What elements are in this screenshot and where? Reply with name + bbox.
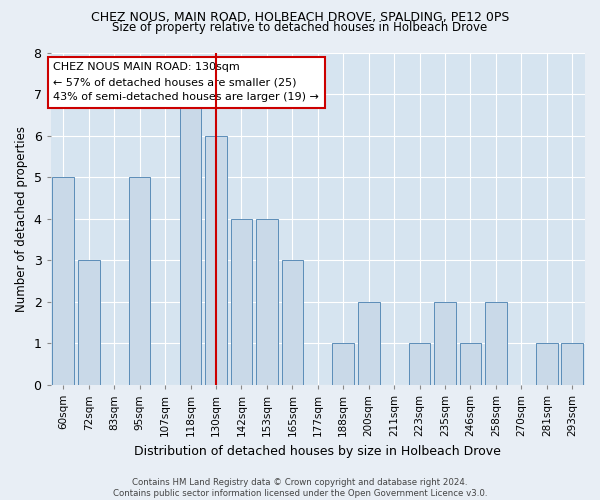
Bar (52, 177, 74, 385)
X-axis label: Distribution of detached houses by size in Holbeach Drove: Distribution of detached houses by size … (134, 444, 501, 458)
Text: Contains HM Land Registry data © Crown copyright and database right 2024.
Contai: Contains HM Land Registry data © Crown c… (113, 478, 487, 498)
Bar (562, 344, 583, 385)
Bar (434, 302, 456, 385)
Bar (358, 302, 380, 385)
Bar (180, 94, 202, 385)
Bar (129, 177, 151, 385)
Text: CHEZ NOUS MAIN ROAD: 130sqm
← 57% of detached houses are smaller (25)
43% of sem: CHEZ NOUS MAIN ROAD: 130sqm ← 57% of det… (53, 62, 319, 102)
Bar (256, 219, 278, 385)
Bar (281, 260, 303, 385)
Bar (78, 260, 100, 385)
Text: Size of property relative to detached houses in Holbeach Drove: Size of property relative to detached ho… (112, 22, 488, 35)
Bar (536, 344, 557, 385)
Bar (460, 344, 481, 385)
Bar (205, 136, 227, 385)
Text: CHEZ NOUS, MAIN ROAD, HOLBEACH DROVE, SPALDING, PE12 0PS: CHEZ NOUS, MAIN ROAD, HOLBEACH DROVE, SP… (91, 11, 509, 24)
Bar (332, 344, 354, 385)
Y-axis label: Number of detached properties: Number of detached properties (15, 126, 28, 312)
Bar (409, 344, 430, 385)
Bar (230, 219, 252, 385)
Bar (485, 302, 507, 385)
